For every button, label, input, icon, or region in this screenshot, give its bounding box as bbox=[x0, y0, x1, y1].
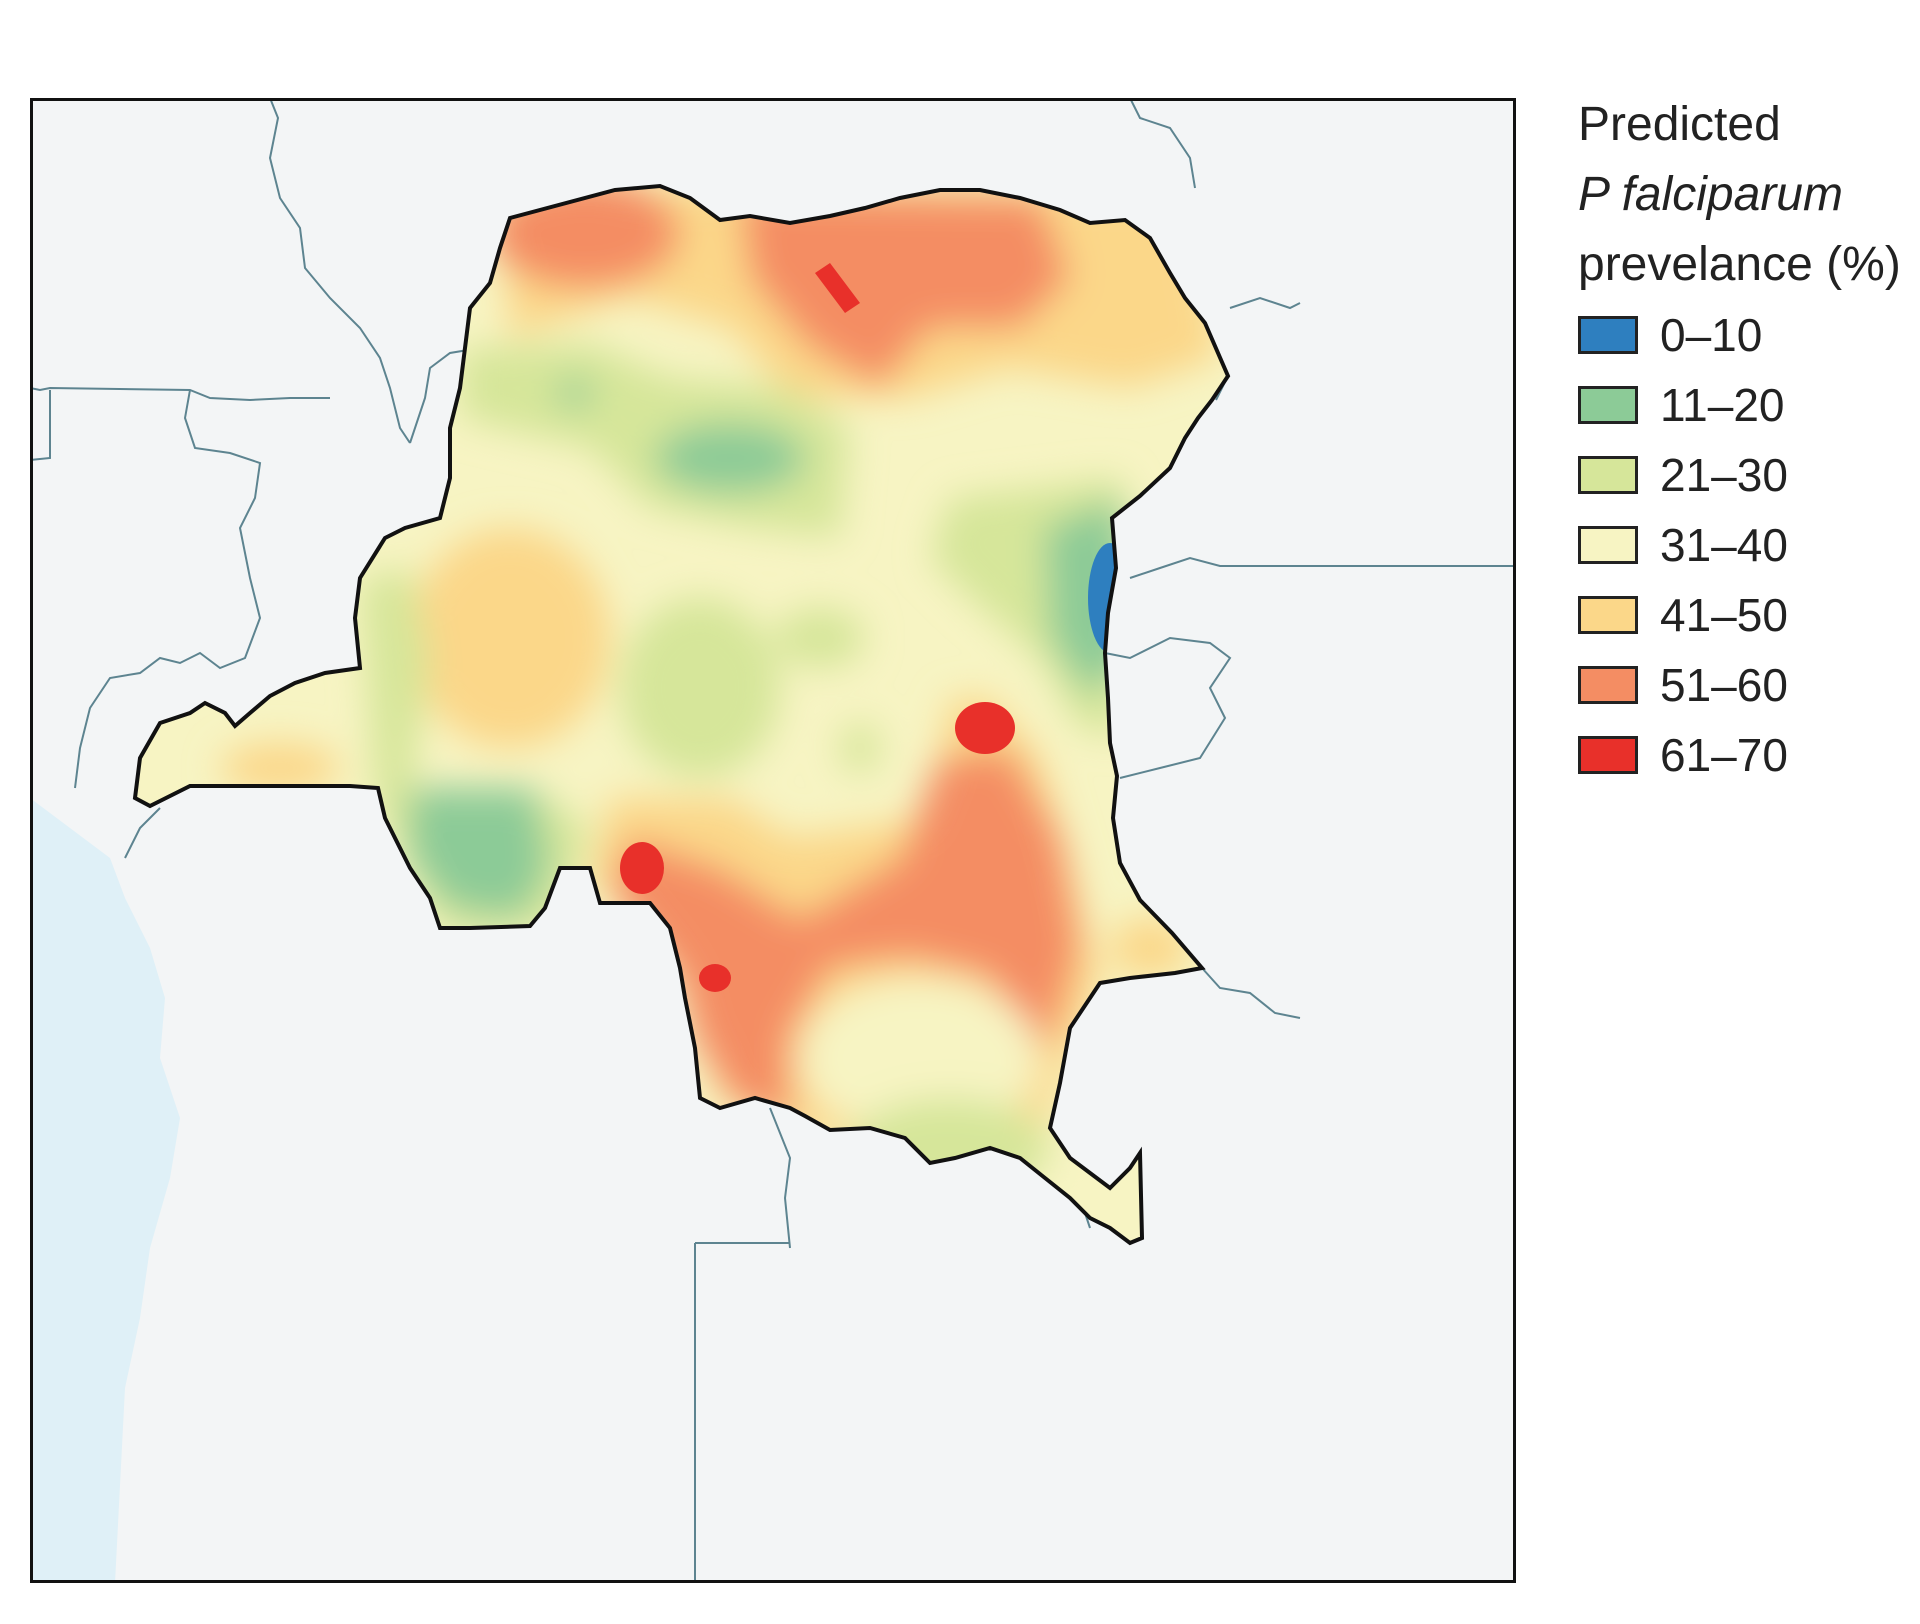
legend-item: 61–70 bbox=[1578, 720, 1918, 790]
legend-label: 31–40 bbox=[1660, 519, 1788, 571]
hotspot-61-70 bbox=[620, 842, 664, 894]
legend-swatch bbox=[1578, 736, 1638, 774]
legend-items: 0–10 11–20 21–30 31–40 41–50 51–60 61–70 bbox=[1578, 300, 1918, 790]
legend-swatch bbox=[1578, 386, 1638, 424]
ocean bbox=[30, 798, 180, 1583]
legend-label: 0–10 bbox=[1660, 309, 1763, 361]
legend-label: 61–70 bbox=[1660, 729, 1788, 781]
legend-item: 31–40 bbox=[1578, 510, 1918, 580]
legend-title-line-1: Predicted bbox=[1578, 98, 1781, 151]
country-borders bbox=[30, 98, 1516, 1583]
map-panel bbox=[30, 98, 1516, 1583]
legend: Predicted P falciparum prevelance (%) 0–… bbox=[1578, 90, 1918, 790]
legend-item: 0–10 bbox=[1578, 300, 1918, 370]
legend-swatch bbox=[1578, 666, 1638, 704]
legend-title-line-2: P falciparum bbox=[1578, 168, 1843, 221]
legend-item: 51–60 bbox=[1578, 650, 1918, 720]
legend-title: Predicted P falciparum prevelance (%) bbox=[1578, 90, 1918, 300]
legend-label: 41–50 bbox=[1660, 589, 1788, 641]
legend-label: 21–30 bbox=[1660, 449, 1788, 501]
legend-swatch bbox=[1578, 526, 1638, 564]
legend-item: 41–50 bbox=[1578, 580, 1918, 650]
map-frame-border bbox=[30, 98, 1516, 1583]
legend-item: 11–20 bbox=[1578, 370, 1918, 440]
legend-title-line-3: prevelance (%) bbox=[1578, 238, 1901, 291]
hotspot-61-70 bbox=[699, 964, 731, 992]
hotspot-61-70 bbox=[955, 702, 1015, 754]
legend-label: 51–60 bbox=[1660, 659, 1788, 711]
legend-swatch bbox=[1578, 456, 1638, 494]
hotspot-61-70 bbox=[815, 263, 860, 313]
legend-swatch bbox=[1578, 316, 1638, 354]
legend-swatch bbox=[1578, 596, 1638, 634]
prevalence-map bbox=[30, 98, 1516, 1583]
legend-label: 11–20 bbox=[1660, 379, 1785, 431]
prevalence-surface bbox=[135, 186, 1228, 1243]
legend-item: 21–30 bbox=[1578, 440, 1918, 510]
